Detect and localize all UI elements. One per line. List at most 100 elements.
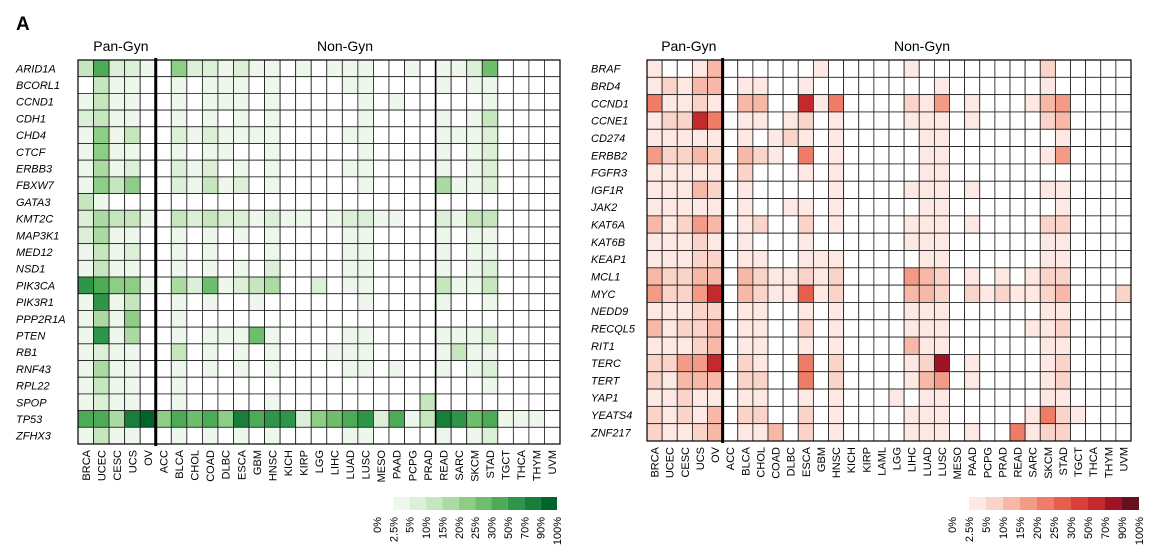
heatmap-cell [248, 326, 265, 345]
heatmap-cell [435, 426, 452, 445]
heatmap-cell [994, 423, 1011, 442]
heatmap-cell [918, 388, 935, 407]
heatmap-cell [388, 376, 405, 395]
heatmap-cell [264, 426, 281, 445]
heatmap-cell [828, 76, 845, 96]
heatmap-cell [1024, 302, 1041, 321]
heatmap-cell [646, 76, 663, 96]
heatmap-cell [707, 94, 724, 113]
heatmap-cell [77, 410, 94, 428]
heatmap-cell [124, 426, 141, 445]
row-label: ERBB2 [591, 150, 627, 162]
column-label: CHOL [190, 450, 202, 481]
heatmap-cell [722, 76, 739, 96]
heatmap-cell [341, 393, 359, 412]
heatmap-cell [888, 128, 905, 147]
heatmap-cell [279, 209, 297, 228]
heatmap-cell [326, 393, 343, 412]
heatmap-cell [843, 371, 860, 390]
row-label: MYC [591, 289, 616, 301]
heatmap-cell [170, 360, 188, 378]
heatmap-cell [450, 59, 468, 78]
heatmap-cell [279, 159, 297, 178]
heatmap-cell [512, 310, 530, 328]
heatmap-cell [918, 163, 935, 182]
heatmap-cell [918, 302, 935, 321]
heatmap-cell [707, 371, 724, 390]
heatmap-cell [1024, 405, 1041, 425]
heatmap-cell [737, 215, 754, 234]
heatmap-cell [828, 163, 845, 182]
heatmap-cell [873, 423, 890, 442]
heatmap-cell [357, 343, 374, 361]
heatmap-cell [994, 371, 1011, 390]
heatmap-cell [248, 410, 265, 428]
heatmap-cell [1070, 267, 1087, 286]
heatmap-cell [233, 376, 250, 395]
green-legend-tick: 100% [552, 517, 564, 545]
heatmap-cell [722, 354, 739, 373]
heatmap-cell [1039, 232, 1056, 251]
heatmap-cell [1085, 267, 1102, 286]
heatmap-cell [310, 193, 328, 211]
heatmap-cell [170, 310, 188, 328]
heatmap-cell [108, 293, 126, 311]
heatmap-cell [481, 59, 499, 78]
heatmap-cell [357, 426, 374, 445]
heatmap-cell [949, 302, 966, 321]
heatmap-cell [828, 336, 845, 355]
heatmap-cell [435, 276, 452, 295]
heatmap-cell [828, 319, 845, 338]
heatmap-cell [388, 393, 405, 412]
heatmap-cell [1100, 336, 1117, 355]
row-label: NEDD9 [591, 306, 628, 318]
heatmap-cell [797, 319, 814, 338]
heatmap-cell [812, 284, 829, 303]
heatmap-cell [828, 180, 845, 199]
column-label: LAML [876, 447, 888, 476]
column-label: SKCM [1043, 447, 1055, 479]
heatmap-cell [295, 259, 312, 278]
heatmap-cell [419, 126, 437, 144]
heatmap-cell [812, 146, 829, 165]
heatmap-cell [248, 109, 265, 128]
heatmap-cell [903, 319, 920, 338]
heatmap-cell [964, 267, 981, 286]
heatmap-cell [170, 176, 188, 194]
heatmap-cell [1009, 336, 1026, 355]
heatmap-cell [528, 259, 545, 278]
heatmap-cell [155, 293, 172, 311]
heatmap-cell [373, 343, 390, 361]
heatmap-cell [310, 410, 328, 428]
row-label: ZNF217 [590, 427, 632, 439]
heatmap-cell [264, 343, 281, 361]
heatmap-cell [155, 393, 172, 412]
red-legend-tick: 30% [1066, 517, 1078, 539]
red-legend-swatch [969, 497, 986, 510]
heatmap-cell [279, 376, 297, 395]
heatmap-cell [1115, 94, 1132, 113]
heatmap-cell [888, 354, 905, 373]
heatmap-cell [544, 109, 561, 128]
heatmap-cell [1054, 76, 1071, 96]
heatmap-cell [357, 109, 374, 128]
column-label: GBM [816, 447, 828, 472]
column-label: GBM [252, 450, 264, 475]
heatmap-cell [858, 302, 875, 321]
heatmap-cell [481, 109, 499, 128]
heatmap-cell [722, 232, 739, 251]
heatmap-cell [357, 226, 374, 245]
heatmap-cell [217, 126, 234, 144]
heatmap-cell [279, 59, 297, 78]
heatmap-cell [752, 180, 769, 199]
heatmap-cell [264, 310, 281, 328]
heatmap-cell [1009, 232, 1026, 251]
heatmap-cell [676, 232, 693, 251]
heatmap-cell [295, 410, 312, 428]
heatmap-cell [404, 410, 421, 428]
row-label: CCND1 [16, 97, 54, 109]
heatmap-cell [450, 376, 468, 395]
heatmap-cell [933, 111, 950, 130]
heatmap-cell [528, 59, 545, 78]
